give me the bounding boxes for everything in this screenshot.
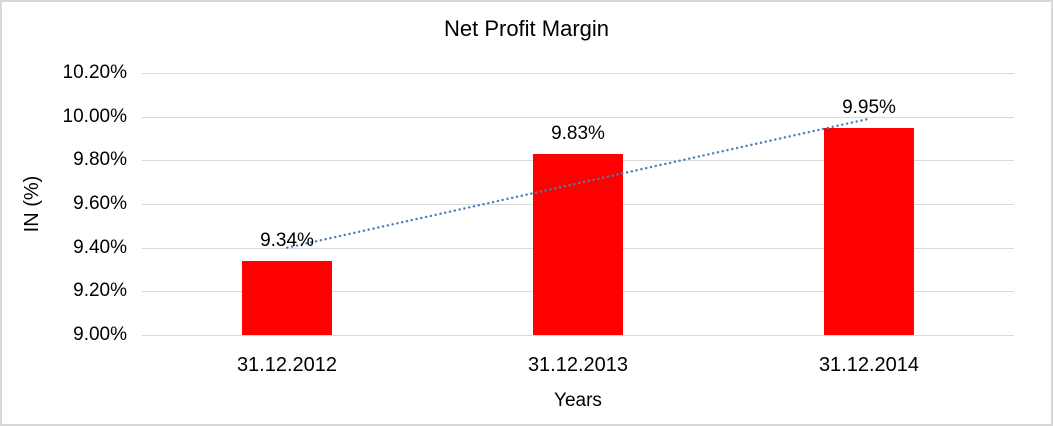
gridline xyxy=(142,335,1014,336)
bar-31.12.2014 xyxy=(824,128,914,335)
gridline xyxy=(142,73,1014,74)
gridline xyxy=(142,117,1014,118)
y-tick-label: 9.40% xyxy=(73,237,127,258)
bar-value-label: 9.34% xyxy=(260,230,314,251)
bar-value-label: 9.95% xyxy=(842,97,896,118)
x-tick-label: 31.12.2012 xyxy=(236,354,338,376)
y-tick-label: 10.20% xyxy=(62,62,127,83)
bar-value-label: 9.83% xyxy=(551,123,605,144)
y-tick-label: 9.20% xyxy=(73,280,127,301)
y-tick-label: 9.60% xyxy=(73,193,127,214)
x-tick-label: 31.12.2014 xyxy=(818,354,920,376)
x-tick-label: 31.12.2013 xyxy=(527,354,629,376)
y-tick-label: 9.00% xyxy=(73,324,127,345)
x-axis-title: Years xyxy=(554,390,602,411)
chart-title: Net Profit Margin xyxy=(443,16,610,41)
bar-31.12.2013 xyxy=(533,154,623,335)
y-tick-label: 10.00% xyxy=(62,106,127,127)
y-tick-label: 9.80% xyxy=(73,149,127,170)
bar-31.12.2012 xyxy=(242,261,332,335)
